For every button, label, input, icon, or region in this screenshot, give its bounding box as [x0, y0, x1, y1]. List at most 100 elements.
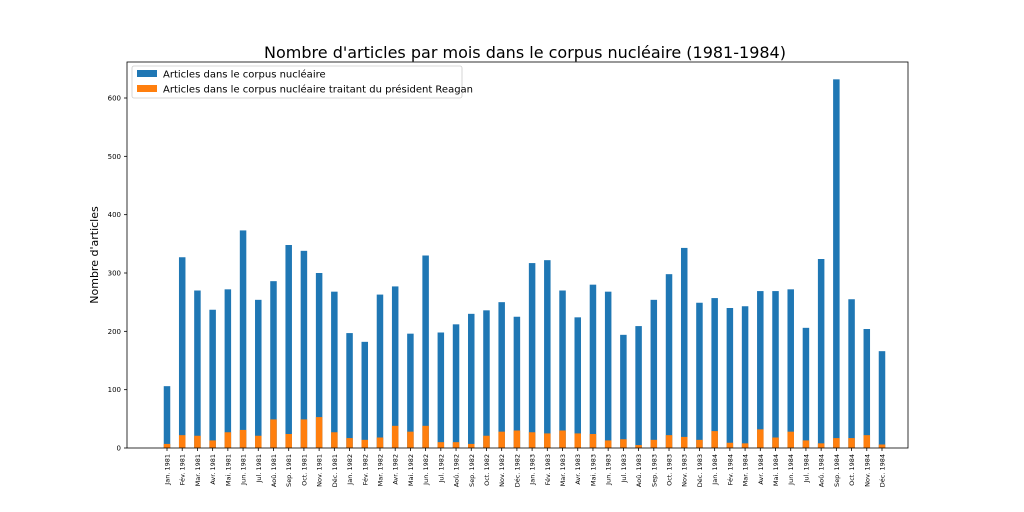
bar-total-42 [802, 327, 810, 448]
bar-total-10 [315, 273, 323, 448]
x-tick-label: Jun. 1981 [240, 454, 248, 486]
x-tick-label: Aoû. 1981 [270, 454, 278, 487]
legend-label-total: Articles dans le corpus nucléaire [163, 69, 326, 81]
bar-reagan-5 [239, 429, 247, 448]
bar-total-44 [833, 79, 840, 448]
bar-total-22 [498, 302, 505, 448]
bar-total-38 [741, 306, 749, 448]
bar-reagan-3 [209, 440, 216, 448]
chart-title: Nombre d'articles par mois dans le corpu… [264, 43, 786, 62]
bar-total-3 [209, 309, 216, 448]
bar-reagan-19 [452, 442, 460, 448]
bar-total-9 [300, 250, 308, 448]
bar-total-45 [848, 299, 855, 448]
bar-reagan-37 [726, 442, 734, 448]
bar-total-2 [194, 290, 201, 448]
x-tick-label: Oct. 1982 [483, 454, 491, 486]
bar-reagan-24 [528, 432, 536, 448]
x-tick-label: Jan. 1981 [164, 454, 172, 486]
x-tick-label: Mar. 1981 [194, 454, 202, 486]
x-tick-label: Avr. 1984 [757, 454, 765, 485]
x-tick-label: Déc. 1982 [513, 454, 521, 487]
y-tick-label: 0 [117, 445, 121, 453]
bar-reagan-42 [802, 440, 810, 448]
x-tick-label: Mai. 1982 [407, 454, 415, 486]
x-tick-label: Jun. 1983 [605, 454, 613, 486]
plot-frame [126, 61, 909, 449]
legend-swatch-total [137, 70, 157, 77]
bar-total-8 [285, 245, 292, 448]
bar-reagan-11 [331, 432, 338, 448]
x-tick-label: Jan. 1984 [711, 454, 719, 486]
bar-reagan-12 [346, 438, 353, 448]
bar-reagan-18 [437, 442, 445, 448]
x-tick-label: Jul. 1984 [802, 454, 810, 484]
bar-reagan-26 [559, 430, 566, 448]
bar-total-32 [650, 299, 658, 448]
bar-total-25 [544, 260, 551, 448]
y-tick-label: 500 [108, 153, 121, 161]
bar-total-26 [559, 290, 566, 448]
bar-reagan-9 [300, 419, 308, 448]
bar-total-27 [574, 317, 581, 448]
y-tick-label: 300 [108, 270, 121, 278]
x-tick-label: Mai. 1983 [589, 454, 597, 486]
bar-reagan-46 [863, 435, 871, 448]
bar-total-7 [270, 281, 277, 448]
x-tick-label: Avr. 1982 [392, 454, 400, 485]
bar-total-28 [589, 284, 597, 448]
bar-total-4 [224, 289, 232, 448]
bar-reagan-34 [680, 436, 688, 448]
x-tick-label: Jul. 1982 [437, 454, 445, 484]
bar-total-47 [878, 351, 886, 448]
y-tick-label: 100 [108, 386, 121, 394]
bar-reagan-2 [194, 435, 201, 448]
bar-reagan-45 [848, 438, 855, 448]
bar-reagan-1 [178, 435, 186, 448]
bar-total-24 [528, 263, 536, 448]
x-tick-label: Avr. 1983 [574, 454, 582, 485]
bar-reagan-32 [650, 439, 658, 448]
bar-total-37 [726, 308, 734, 448]
x-tick-label: Mai. 1984 [772, 454, 780, 486]
legend-label-reagan: Articles dans le corpus nucléaire traita… [163, 84, 473, 96]
x-tick-label: Jan. 1982 [346, 454, 354, 486]
bar-reagan-8 [285, 434, 292, 448]
bar-total-46 [863, 329, 871, 448]
x-tick-label: Jan. 1983 [529, 454, 537, 486]
bar-reagan-29 [604, 440, 612, 448]
bar-reagan-41 [787, 431, 794, 448]
x-tick-label: Aoû. 1984 [818, 454, 826, 487]
x-tick-label: Oct. 1983 [666, 454, 674, 486]
x-tick-label: Aoû. 1982 [453, 454, 461, 487]
legend: Articles dans le corpus nucléaire Articl… [131, 65, 473, 99]
x-tick-label: Nov. 1983 [681, 454, 689, 487]
bar-total-20 [468, 313, 475, 448]
bar-total-33 [665, 274, 673, 448]
bar-reagan-20 [468, 443, 475, 448]
bar-reagan-17 [422, 425, 429, 448]
bar-reagan-36 [711, 431, 718, 448]
bar-total-21 [483, 310, 490, 448]
x-tick-label: Mar. 1982 [376, 454, 384, 486]
bar-reagan-7 [270, 419, 277, 448]
bar-reagan-10 [315, 417, 323, 448]
x-tick-label: Mar. 1983 [559, 454, 567, 486]
bar-total-15 [391, 286, 399, 448]
x-tick-label: Nov. 1984 [863, 454, 871, 487]
bar-reagan-31 [635, 445, 642, 448]
bar-total-13 [361, 341, 369, 448]
x-tick-label: Jul. 1983 [620, 454, 628, 484]
bar-total-11 [331, 291, 338, 448]
bar-total-18 [437, 332, 445, 448]
bar-reagan-28 [589, 434, 597, 448]
bar-reagan-16 [407, 431, 414, 448]
bar-total-6 [255, 299, 262, 448]
y-tick-label: 200 [108, 328, 121, 336]
bar-reagan-30 [620, 439, 627, 448]
bar-reagan-21 [483, 435, 490, 448]
bar-reagan-44 [833, 438, 840, 448]
bar-total-30 [620, 334, 627, 448]
x-tick-label: Fév. 1983 [544, 454, 552, 485]
x-tick-label: Jun. 1984 [787, 454, 795, 486]
